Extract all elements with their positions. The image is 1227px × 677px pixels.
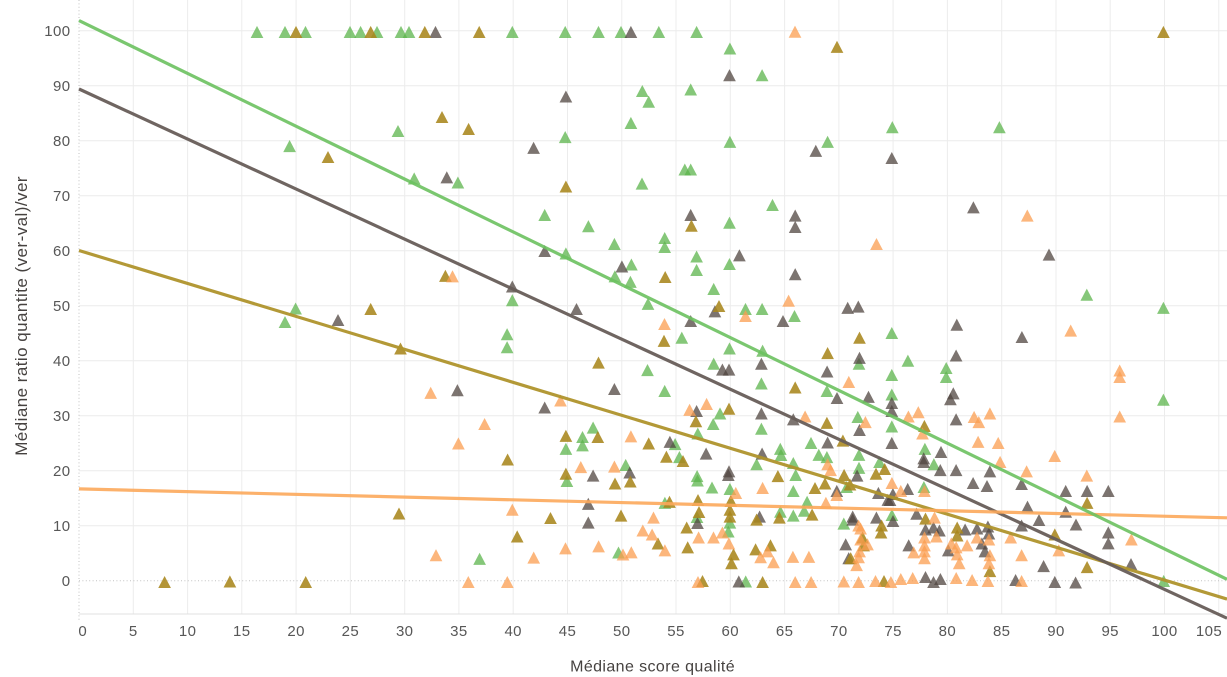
svg-text:55: 55 bbox=[667, 623, 685, 640]
svg-text:50: 50 bbox=[53, 298, 71, 315]
svg-text:20: 20 bbox=[287, 623, 305, 640]
svg-text:90: 90 bbox=[53, 78, 71, 95]
svg-text:35: 35 bbox=[450, 623, 468, 640]
svg-text:20: 20 bbox=[53, 463, 71, 480]
svg-text:10: 10 bbox=[179, 623, 197, 640]
svg-text:95: 95 bbox=[1101, 623, 1119, 640]
svg-text:60: 60 bbox=[722, 623, 740, 640]
svg-text:85: 85 bbox=[993, 623, 1011, 640]
svg-text:40: 40 bbox=[504, 623, 522, 640]
svg-text:90: 90 bbox=[1047, 623, 1065, 640]
svg-text:5: 5 bbox=[129, 623, 138, 640]
svg-text:100: 100 bbox=[44, 23, 70, 40]
svg-text:70: 70 bbox=[830, 623, 848, 640]
svg-text:80: 80 bbox=[53, 133, 71, 150]
svg-text:45: 45 bbox=[559, 623, 577, 640]
svg-text:75: 75 bbox=[884, 623, 902, 640]
svg-text:105: 105 bbox=[1196, 623, 1222, 640]
svg-text:Médiane ratio quantite (ver-va: Médiane ratio quantite (ver-val)/ver bbox=[12, 176, 31, 456]
svg-text:Médiane score qualité: Médiane score qualité bbox=[570, 659, 735, 676]
svg-text:40: 40 bbox=[53, 353, 71, 370]
svg-text:50: 50 bbox=[613, 623, 631, 640]
svg-text:80: 80 bbox=[939, 623, 957, 640]
svg-text:0: 0 bbox=[78, 623, 87, 640]
svg-text:10: 10 bbox=[53, 518, 71, 535]
svg-text:60: 60 bbox=[53, 243, 71, 260]
svg-text:100: 100 bbox=[1151, 623, 1177, 640]
svg-text:0: 0 bbox=[62, 573, 71, 590]
svg-text:25: 25 bbox=[342, 623, 360, 640]
svg-text:30: 30 bbox=[53, 408, 71, 425]
svg-text:30: 30 bbox=[396, 623, 414, 640]
svg-text:15: 15 bbox=[233, 623, 251, 640]
svg-text:70: 70 bbox=[53, 188, 71, 205]
svg-text:65: 65 bbox=[776, 623, 794, 640]
